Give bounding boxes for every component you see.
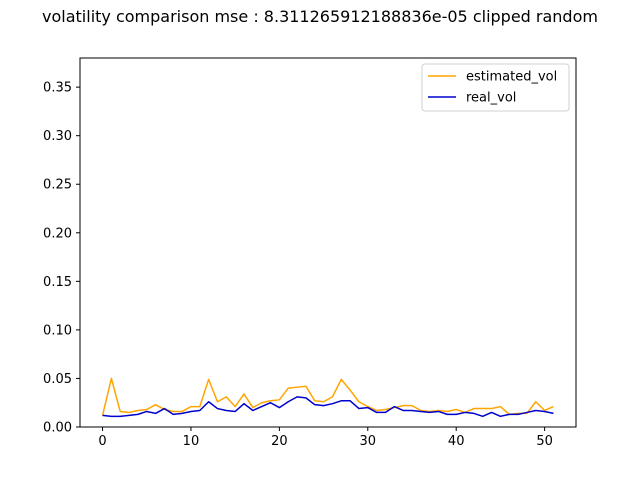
legend-label-estimated_vol: estimated_vol — [466, 70, 557, 85]
x-tick-label: 50 — [536, 434, 553, 449]
y-tick-label: 0.35 — [43, 81, 72, 96]
y-tick-label: 0.30 — [43, 129, 72, 144]
y-tick-label: 0.05 — [43, 372, 72, 387]
chart-title: volatility comparison mse : 8.3112659121… — [42, 7, 598, 26]
y-tick-label: 0.10 — [43, 323, 72, 338]
x-tick-label: 20 — [271, 434, 288, 449]
x-tick-label: 10 — [183, 434, 200, 449]
x-tick-label: 0 — [98, 434, 106, 449]
plot-frame — [79, 57, 577, 428]
y-tick-label: 0.00 — [43, 421, 72, 436]
y-tick-label: 0.15 — [43, 275, 72, 290]
legend-box — [421, 63, 570, 112]
series-line-real_vol — [102, 396, 554, 418]
y-tick-label: 0.25 — [43, 178, 72, 193]
x-tick-label: 30 — [360, 434, 377, 449]
series-line-estimated_vol — [101, 377, 554, 416]
legend-label-real_vol: real_vol — [466, 91, 516, 106]
y-tick-label: 0.20 — [43, 226, 72, 241]
x-tick-label: 40 — [448, 434, 465, 449]
